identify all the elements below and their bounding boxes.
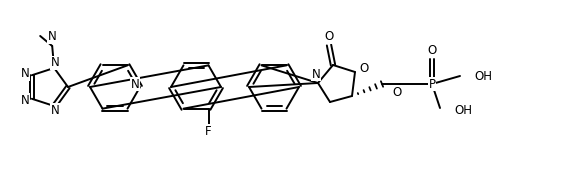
Text: OH: OH: [474, 70, 492, 82]
Text: N: N: [51, 56, 59, 70]
Text: P: P: [429, 77, 435, 91]
Text: O: O: [392, 86, 402, 100]
Text: N: N: [48, 31, 56, 43]
Text: N: N: [51, 104, 59, 116]
Text: O: O: [428, 45, 437, 57]
Text: N: N: [312, 68, 320, 81]
Text: N: N: [21, 67, 29, 80]
Text: N: N: [131, 77, 140, 91]
Text: N: N: [21, 94, 29, 107]
Text: OH: OH: [454, 103, 472, 116]
Text: O: O: [324, 31, 333, 43]
Text: O: O: [359, 61, 369, 75]
Text: F: F: [205, 125, 212, 138]
